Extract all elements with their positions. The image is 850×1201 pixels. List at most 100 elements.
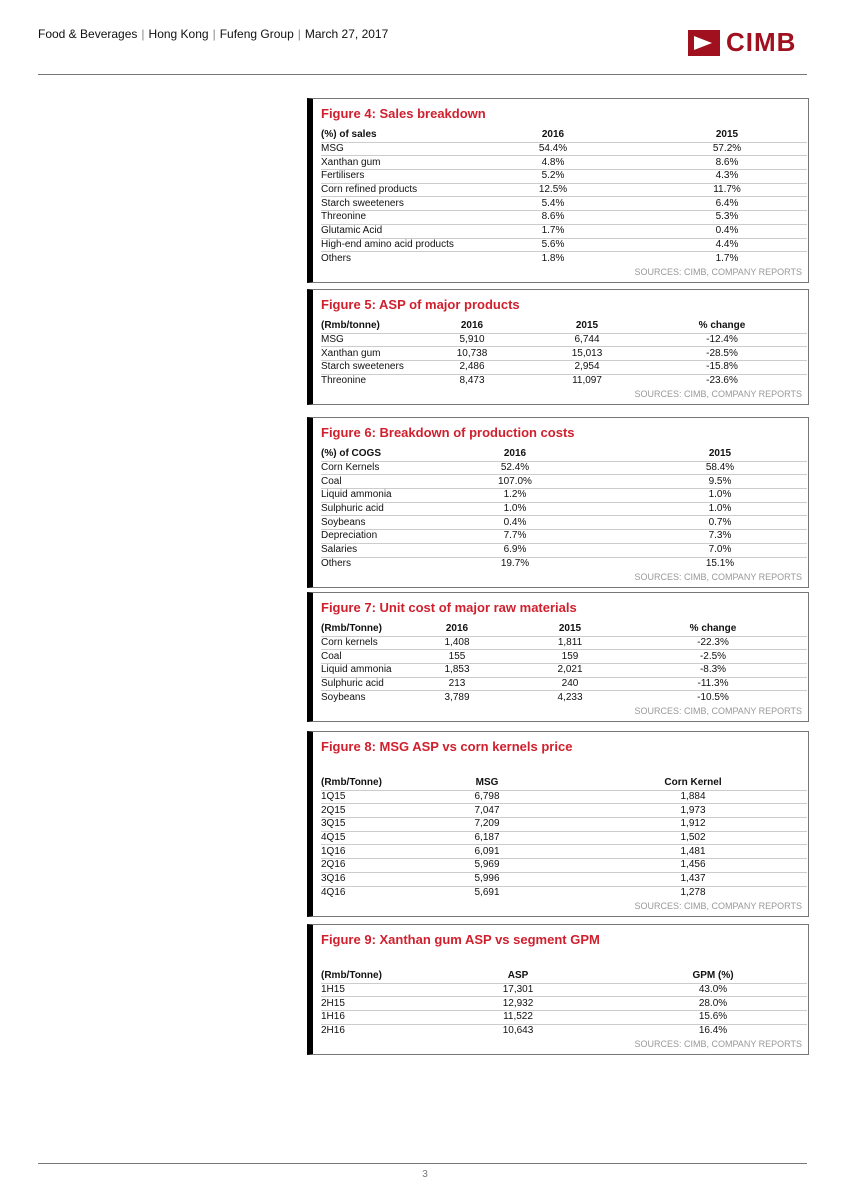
source-note: SOURCES: CIMB, COMPANY REPORTS [634,266,802,277]
table-cell: 1,884 [579,790,807,805]
table-header-row: (Rmb/Tonne) MSG Corn Kernel [321,777,807,791]
table-cell: 5.2% [459,169,647,184]
table-header-row: (Rmb/Tonne) ASP GPM (%) [321,970,807,984]
row-label: Others [321,557,352,569]
table-cell: 5.6% [459,238,647,253]
table-cell: 1,481 [579,844,807,860]
row-label: Fertilisers [321,169,459,184]
column-header: 2016 [407,320,537,334]
table-cell: 1.7% [715,252,739,264]
table-cell: 4.4% [647,238,807,253]
column-header: 2015 [521,623,619,637]
column-header: (Rmb/Tonne) [321,970,417,984]
column-header: 2016 [393,623,521,637]
table-header-row: (Rmb/tonne) 2016 2015% change [321,320,807,334]
table-cell: 10,643 [502,1025,534,1037]
table-header-row: (%) of sales 2016 2015 [321,129,807,143]
figure-9: Figure 9: Xanthan gum ASP vs segment GPM… [307,924,809,1056]
column-header: 2015 [647,129,807,143]
table-cell: 9.5% [633,474,807,490]
source-note: SOURCES: CIMB, COMPANY REPORTS [634,389,802,400]
table-cell: 0.4% [397,515,633,531]
column-header: Corn Kernel [579,777,807,791]
source-note: SOURCES: CIMB, COMPANY REPORTS [634,572,802,583]
table-cell: 107.0% [397,474,633,490]
table-row: Soybeans 0.4% 0.7% [321,515,807,531]
column-header: % change [637,320,807,334]
row-label: Liquid ammonia [321,488,397,503]
figure-title: Figure 4: Sales breakdown [321,106,486,121]
table-row: MSG 5,910 6,744 -12.4% [321,333,807,348]
table-row: Liquid ammonia 1,853 2,021 -8.3% [321,663,807,678]
table-row: Xanthan gum 10,738 15,013 -28.5% [321,346,807,362]
row-label: Coal [321,649,393,665]
breadcrumb-date: March 27, 2017 [304,27,389,41]
row-label: Depreciation [321,529,397,544]
row-label: Liquid ammonia [321,663,393,678]
table-cell: 1.0% [633,488,807,503]
table-row: Corn kernels 1,408 1,811 -22.3% [321,636,807,651]
table-row: Corn refined products 12.5% 11.7% [321,183,807,198]
table-cell: 15,013 [537,346,637,362]
column-header: MSG [395,777,579,791]
table-cell: -22.3% [619,636,807,651]
header-divider [38,74,807,75]
table-cell: 8.6% [647,155,807,171]
table-cell: 1,437 [579,872,807,887]
table-cell: 16.4% [698,1025,728,1037]
table-row: 1H16 11,522 15.6% [321,1010,807,1025]
table-cell: 17,301 [417,983,619,998]
table-cell: 6,091 [395,844,579,860]
breadcrumb-separator: | [212,27,216,41]
table-row: 2Q16 5,969 1,456 [321,858,807,873]
source-note: SOURCES: CIMB, COMPANY REPORTS [634,706,802,717]
cimb-logo-icon [688,29,720,56]
table-cell: 1.2% [397,488,633,503]
table-cell: 1,408 [393,636,521,651]
row-label: Threonine [321,375,367,387]
table-cell: -11.3% [619,677,807,692]
row-label: 4Q15 [321,831,395,846]
table-cell: 2,486 [407,360,537,375]
row-label: 2Q16 [321,858,395,873]
table-row: Fertilisers 5.2% 4.3% [321,169,807,184]
table-row: 4Q16 5,691 1,278 [321,886,807,899]
row-label: Corn Kernels [321,461,397,476]
table-cell: 6.4% [647,196,807,212]
table-row: Liquid ammonia 1.2% 1.0% [321,488,807,503]
table-cell: 11,522 [417,1010,619,1025]
table-cell: 1.0% [397,502,633,517]
table-cell: 213 [393,677,521,692]
table-cell: 1,456 [579,858,807,873]
table-cell: 4,233 [557,691,583,703]
row-label: 2H15 [321,996,417,1012]
table-cell: 15.1% [705,557,735,569]
data-table: (Rmb/Tonne) 2016 2015% change Corn kernels 1… [321,623,807,704]
table-row: Xanthan gum 4.8% 8.6% [321,155,807,171]
figure-7: Figure 7: Unit cost of major raw materia… [307,592,809,723]
table-row: 2H16 10,643 16.4% [321,1024,807,1037]
row-label: 2Q15 [321,803,395,819]
row-label: 3Q15 [321,817,395,832]
column-header: (Rmb/Tonne) [321,623,393,637]
footer-divider [38,1163,807,1164]
table-row: Starch sweeteners 5.4% 6.4% [321,196,807,212]
table-row: Coal 155 159 -2.5% [321,649,807,665]
column-header: GPM (%) [619,970,807,984]
table-cell: 240 [521,677,619,692]
table-cell: 7.3% [633,529,807,544]
column-header: ASP [417,970,619,984]
table-row: 2H15 12,932 28.0% [321,996,807,1012]
table-cell: -10.5% [697,691,729,703]
data-table: (%) of COGS 2016 2015 Corn Kernels 52.4% 58.4… [321,448,807,570]
row-label: 1Q16 [321,844,395,860]
column-header: 2016 [459,129,647,143]
table-cell: -28.5% [637,346,807,362]
table-row: 1Q15 6,798 1,884 [321,790,807,805]
table-row: 3Q16 5,996 1,437 [321,872,807,887]
table-cell: 7.0% [633,543,807,558]
figure-6: Figure 6: Breakdown of production costs (… [307,417,809,589]
table-row: Corn Kernels 52.4% 58.4% [321,461,807,476]
row-label: Glutamic Acid [321,224,459,239]
column-header: % change [619,623,807,637]
